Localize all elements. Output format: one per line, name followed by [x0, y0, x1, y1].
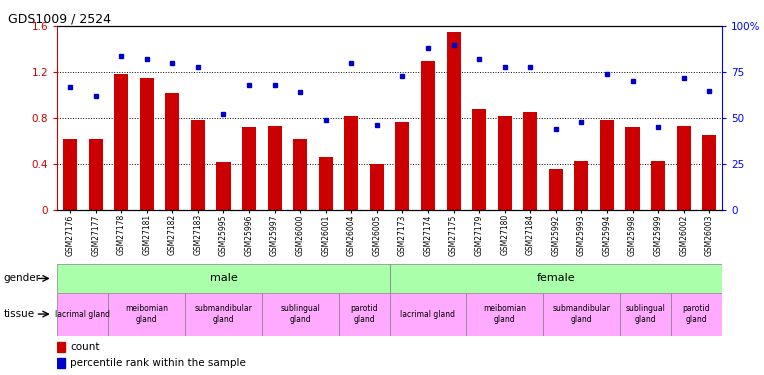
Bar: [523, 112, 537, 210]
Bar: [396, 122, 410, 210]
Bar: [390, 264, 722, 292]
Text: percentile rank within the sample: percentile rank within the sample: [70, 358, 246, 368]
Bar: [89, 139, 102, 210]
Bar: [63, 139, 77, 210]
Text: count: count: [70, 342, 100, 352]
Bar: [267, 126, 282, 210]
Bar: [57, 342, 65, 352]
Bar: [57, 358, 65, 368]
Bar: [651, 160, 665, 210]
Bar: [140, 78, 154, 210]
Bar: [108, 292, 185, 336]
Bar: [185, 292, 262, 336]
Text: GDS1009 / 2524: GDS1009 / 2524: [8, 12, 111, 25]
Text: gender: gender: [4, 273, 40, 284]
Bar: [575, 160, 588, 210]
Text: parotid
gland: parotid gland: [350, 304, 378, 324]
Bar: [549, 169, 563, 210]
Bar: [165, 93, 180, 210]
Bar: [671, 292, 722, 336]
Bar: [466, 292, 543, 336]
Text: lacrimal gland: lacrimal gland: [400, 310, 455, 319]
Bar: [262, 292, 338, 336]
Bar: [57, 292, 108, 336]
Bar: [446, 32, 461, 210]
Bar: [600, 120, 614, 210]
Text: meibomian
gland: meibomian gland: [125, 304, 168, 324]
Bar: [497, 116, 512, 210]
Bar: [216, 162, 231, 210]
Text: sublingual
gland: sublingual gland: [626, 304, 665, 324]
Bar: [626, 128, 639, 210]
Bar: [345, 116, 358, 210]
Bar: [57, 264, 390, 292]
Bar: [242, 128, 256, 210]
Bar: [370, 164, 384, 210]
Bar: [293, 139, 307, 210]
Bar: [338, 292, 390, 336]
Text: submandibular
gland: submandibular gland: [552, 304, 610, 324]
Bar: [114, 75, 128, 210]
Bar: [319, 157, 333, 210]
Bar: [702, 135, 716, 210]
Text: lacrimal gland: lacrimal gland: [55, 310, 110, 319]
Text: submandibular
gland: submandibular gland: [195, 304, 252, 324]
Text: parotid
gland: parotid gland: [682, 304, 711, 324]
Text: tissue: tissue: [4, 309, 35, 319]
Bar: [677, 126, 691, 210]
Text: meibomian
gland: meibomian gland: [483, 304, 526, 324]
Bar: [472, 109, 486, 210]
Bar: [620, 292, 671, 336]
Bar: [421, 61, 435, 210]
Bar: [191, 120, 205, 210]
Bar: [390, 292, 466, 336]
Text: female: female: [536, 273, 575, 284]
Text: male: male: [209, 273, 238, 284]
Bar: [543, 292, 620, 336]
Text: sublingual
gland: sublingual gland: [280, 304, 320, 324]
